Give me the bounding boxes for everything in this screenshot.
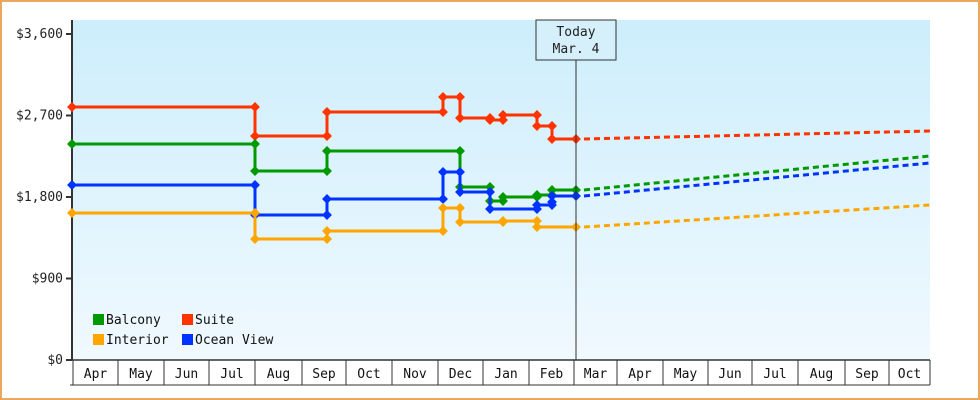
legend-item-ocean-view: Ocean View (182, 333, 273, 348)
x-month-label: Dec (449, 367, 472, 382)
series-interior (67, 203, 931, 244)
x-month-label: Jul (220, 367, 243, 382)
data-point-marker (67, 208, 77, 218)
today-marker: Today Mar. 4 (535, 19, 617, 360)
legend-swatch (93, 334, 104, 345)
x-month-label: Jul (763, 367, 786, 382)
x-month-label: May (129, 367, 153, 382)
y-axis: $0 $900 $1,800 $2,700 $3,600 (16, 20, 73, 368)
y-tick-label: $0 (47, 353, 63, 368)
forecast-line (583, 154, 931, 192)
x-month-label: Jun (175, 367, 198, 382)
today-date: Mar. 4 (553, 42, 600, 57)
data-point-marker (532, 200, 542, 210)
series-suite (67, 92, 931, 144)
data-point-marker (485, 204, 495, 214)
x-month-label: Sep (855, 367, 879, 382)
data-point-marker (498, 192, 508, 202)
y-tick-label: $1,800 (16, 190, 63, 205)
legend-item-balcony: Balcony (93, 313, 161, 328)
legend-label: Balcony (106, 313, 161, 328)
legend-swatch (93, 314, 104, 325)
forecast-line (583, 129, 931, 141)
legend-label: Ocean View (195, 333, 273, 348)
forecast-line (583, 161, 931, 198)
data-point-marker (250, 180, 260, 190)
data-point-marker (250, 166, 260, 176)
data-point-marker (547, 185, 557, 195)
data-point-marker (322, 131, 332, 141)
data-point-marker (547, 191, 557, 201)
legend: Balcony Suite Interior Ocean View (93, 313, 273, 348)
x-month-label: Jun (718, 367, 741, 382)
data-point-marker (455, 217, 465, 227)
x-month-label: Mar (584, 367, 608, 382)
legend-item-suite: Suite (182, 313, 234, 328)
data-point-marker (322, 226, 332, 236)
data-point-marker (322, 146, 332, 156)
forecast-line (583, 203, 931, 229)
data-point-marker (498, 216, 508, 226)
data-point-marker (455, 167, 465, 177)
x-month-label: Oct (898, 367, 921, 382)
data-point-marker (67, 139, 77, 149)
data-point-marker (547, 197, 557, 207)
data-point-marker (67, 102, 77, 112)
x-month-label: Nov (403, 367, 427, 382)
data-point-marker (532, 216, 542, 226)
data-point-marker (532, 121, 542, 131)
data-point-marker (322, 210, 332, 220)
data-point-marker (438, 226, 448, 236)
x-month-label: Aug (267, 367, 290, 382)
data-point-marker (322, 194, 332, 204)
today-label: Today (556, 25, 595, 40)
data-point-marker (250, 139, 260, 149)
data-point-marker (455, 187, 465, 197)
data-point-marker (485, 182, 495, 192)
legend-swatch (182, 334, 193, 345)
plot-area (72, 20, 930, 360)
x-month-label: Aug (810, 367, 833, 382)
data-point-marker (67, 180, 77, 190)
x-month-label: Apr (628, 367, 652, 382)
legend-item-interior: Interior (93, 333, 169, 348)
x-month-label: Apr (84, 367, 108, 382)
x-month-label: Jan (494, 367, 517, 382)
x-month-label: May (674, 367, 698, 382)
data-point-marker (547, 121, 557, 131)
data-point-marker (438, 167, 448, 177)
data-point-marker (547, 134, 557, 144)
data-point-marker (455, 146, 465, 156)
legend-label: Suite (195, 313, 234, 328)
data-point-marker (250, 208, 260, 218)
y-tick-label: $900 (32, 272, 63, 287)
data-point-marker (322, 234, 332, 244)
y-tick-label: $2,700 (16, 109, 63, 124)
data-point-marker (532, 110, 542, 120)
data-point-marker (438, 203, 448, 213)
data-point-marker (438, 194, 448, 204)
x-month-label: Sep (312, 367, 336, 382)
legend-swatch (182, 314, 193, 325)
x-month-label: Oct (357, 367, 380, 382)
data-point-marker (455, 203, 465, 213)
x-month-label: Feb (540, 367, 564, 382)
data-point-marker (322, 166, 332, 176)
data-point-marker (485, 187, 495, 197)
legend-label: Interior (106, 333, 169, 348)
data-point-marker (532, 190, 542, 200)
data-point-marker (250, 131, 260, 141)
x-axis: Apr May Jun Jul Aug Sep Oct Nov Dec Jan Feb Mar Apr M… (70, 359, 931, 386)
data-point-marker (532, 222, 542, 232)
data-point-marker (250, 234, 260, 244)
y-tick-label: $3,600 (16, 27, 63, 42)
